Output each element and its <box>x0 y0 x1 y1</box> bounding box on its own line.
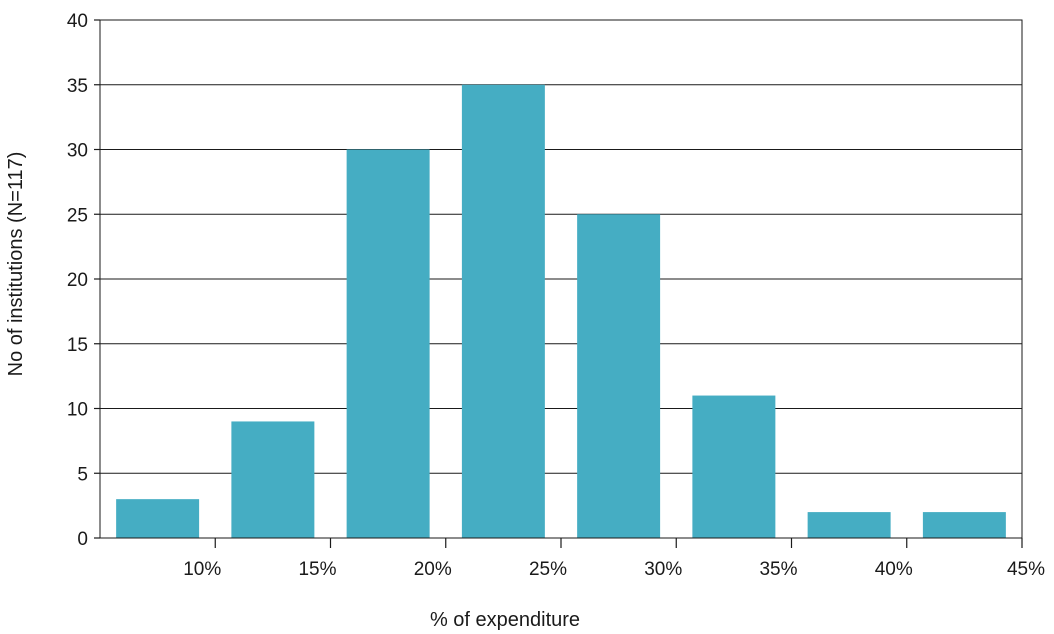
x-tick-label: 35% <box>759 559 797 580</box>
bar-2 <box>231 421 315 538</box>
y-tick-label: 30 <box>67 141 88 162</box>
bar-3 <box>346 149 430 538</box>
bar-6 <box>692 395 776 538</box>
bars <box>116 84 1006 538</box>
bar-4 <box>461 84 545 538</box>
x-axis-ticks: 10% 15% 20% 25% 30% 35% 40% 45% <box>183 538 1045 580</box>
y-tick-label: 25 <box>67 205 88 226</box>
y-tick-label: 20 <box>67 270 88 291</box>
y-tick-label: 5 <box>77 464 88 485</box>
gridlines <box>100 84 1022 474</box>
y-axis-ticks: 0 5 10 15 20 25 30 35 40 <box>67 11 100 550</box>
bar-1 <box>116 499 200 538</box>
x-axis-title: % of expenditure <box>430 609 580 631</box>
y-axis-title: No of institutions (N=117) <box>5 152 27 377</box>
x-tick-label: 45% <box>1007 559 1045 580</box>
y-tick-label: 15 <box>67 335 88 356</box>
y-tick-label: 0 <box>77 529 88 550</box>
bar-8 <box>922 512 1006 538</box>
x-tick-label: 40% <box>875 559 913 580</box>
x-tick-label: 25% <box>529 559 567 580</box>
bar-5 <box>577 214 661 538</box>
x-tick-label: 15% <box>298 559 336 580</box>
y-tick-label: 40 <box>67 11 88 32</box>
x-tick-label: 30% <box>644 559 682 580</box>
x-tick-label: 10% <box>183 559 221 580</box>
y-tick-label: 35 <box>67 76 88 97</box>
y-tick-label: 10 <box>67 400 88 421</box>
bar-7 <box>807 512 891 538</box>
x-tick-label: 20% <box>414 559 452 580</box>
